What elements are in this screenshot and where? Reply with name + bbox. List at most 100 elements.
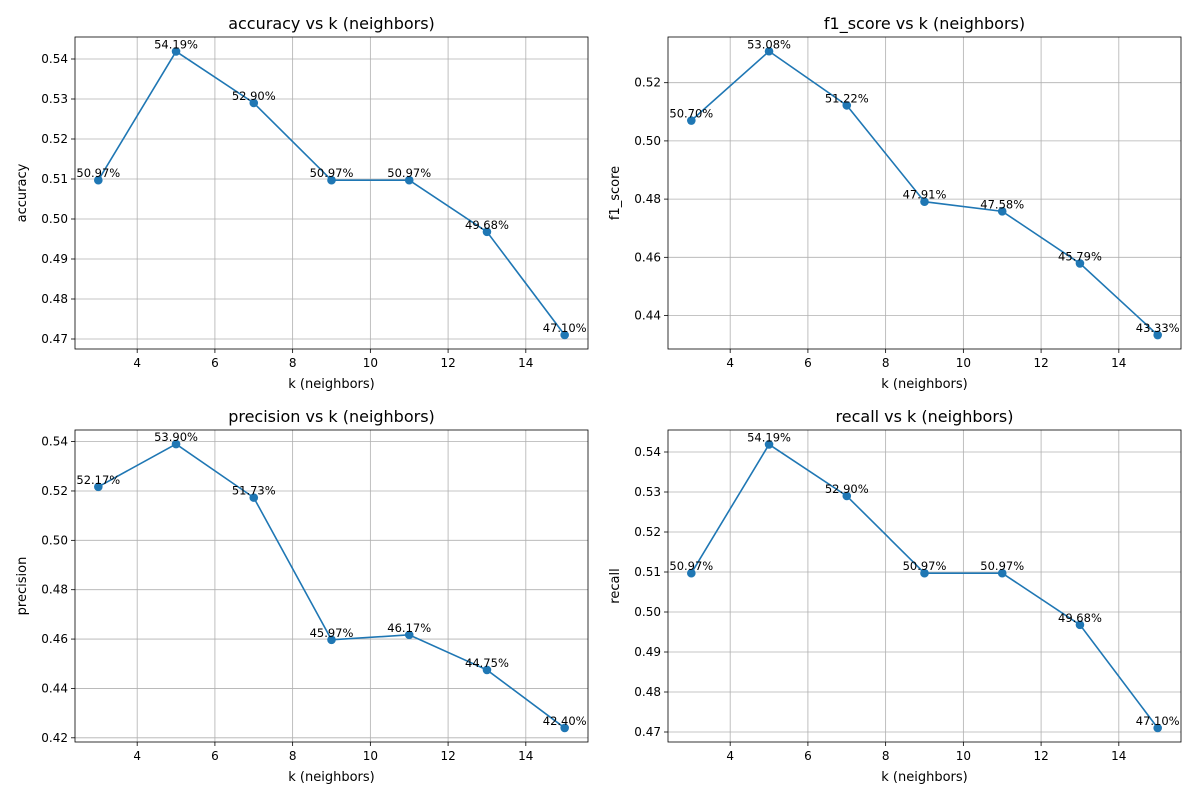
data-point bbox=[687, 568, 696, 578]
data-label: 52.90% bbox=[232, 89, 276, 103]
x-tick-label: 12 bbox=[1033, 356, 1048, 370]
x-tick-label: 6 bbox=[804, 749, 812, 763]
x-tick-label: 14 bbox=[518, 356, 533, 370]
y-tick-label: 0.52 bbox=[634, 76, 661, 90]
data-point bbox=[482, 665, 492, 675]
data-label: 44.75% bbox=[465, 656, 509, 670]
chart-panel-3: 4 6 8 10 12 14 0.42 0.44 0.46 0.48 0.50 0.52 0.54 pre… bbox=[15, 407, 589, 785]
y-tick-label: 0.48 bbox=[634, 192, 661, 206]
x-tick-label: 10 bbox=[363, 749, 378, 763]
x-tick-label: 8 bbox=[882, 749, 890, 763]
y-tick-label: 0.44 bbox=[634, 309, 661, 323]
chart-title: recall vs k (neighbors) bbox=[836, 407, 1014, 426]
data-point bbox=[997, 207, 1007, 216]
data-label: 49.68% bbox=[465, 218, 509, 232]
chart-title: precision vs k (neighbors) bbox=[228, 407, 435, 426]
x-tick-label: 14 bbox=[1111, 356, 1126, 370]
data-label: 51.22% bbox=[825, 91, 869, 105]
y-tick-label: 0.53 bbox=[41, 92, 68, 106]
plot-frame bbox=[74, 429, 589, 743]
data-label: 52.17% bbox=[76, 473, 120, 487]
y-axis-label: accuracy bbox=[15, 163, 30, 222]
plot-frame bbox=[74, 36, 589, 350]
y-axis-label: precision bbox=[15, 557, 30, 616]
data-label: 46.17% bbox=[387, 621, 431, 635]
y-tick-label: 0.54 bbox=[41, 435, 68, 449]
series-line bbox=[97, 50, 566, 336]
x-tick-label: 10 bbox=[956, 356, 971, 370]
data-point bbox=[482, 227, 492, 237]
x-tick-label: 14 bbox=[518, 749, 533, 763]
data-point bbox=[1075, 259, 1085, 268]
data-point bbox=[171, 439, 181, 449]
y-axis-label: recall bbox=[608, 568, 623, 603]
data-point bbox=[1153, 723, 1162, 733]
x-tick-label: 6 bbox=[211, 749, 219, 763]
data-point bbox=[920, 568, 929, 578]
chart-title: accuracy vs k (neighbors) bbox=[228, 14, 435, 33]
chart-panel-2: 4 6 8 10 12 14 0.44 0.46 0.48 0.50 0.52 f1_score vs… bbox=[608, 14, 1182, 392]
data-point bbox=[94, 175, 103, 185]
x-axis-label: k (neighbors) bbox=[288, 377, 374, 392]
chart-panel-1: 4 6 8 10 12 14 0.47 0.48 0.49 0.50 0.51 0.52 0.53 0.5… bbox=[15, 14, 589, 392]
data-point bbox=[249, 493, 259, 502]
data-point bbox=[94, 482, 103, 492]
data-label: 47.91% bbox=[903, 188, 947, 202]
x-axis-label: k (neighbors) bbox=[881, 770, 967, 785]
plot-frame bbox=[667, 429, 1182, 743]
x-tick-label: 12 bbox=[440, 749, 455, 763]
data-label: 50.97% bbox=[76, 166, 120, 180]
x-tick-label: 4 bbox=[726, 356, 734, 370]
y-tick-label: 0.54 bbox=[41, 52, 68, 66]
data-label: 50.97% bbox=[980, 559, 1024, 573]
chart-title: f1_score vs k (neighbors) bbox=[824, 14, 1025, 34]
data-label: 47.58% bbox=[980, 197, 1024, 211]
data-label: 53.90% bbox=[154, 430, 198, 444]
data-label: 49.68% bbox=[1058, 611, 1102, 625]
data-label: 50.97% bbox=[310, 166, 354, 180]
data-label: 50.97% bbox=[903, 559, 947, 573]
y-axis-label: f1_score bbox=[608, 166, 623, 220]
x-tick-label: 4 bbox=[133, 749, 141, 763]
data-label: 50.97% bbox=[669, 559, 713, 573]
y-tick-label: 0.48 bbox=[634, 685, 661, 699]
data-point bbox=[920, 197, 929, 207]
data-label: 53.08% bbox=[747, 37, 791, 51]
chart-panel-4: 4 6 8 10 12 14 0.47 0.48 0.49 0.50 0.51 0.52 0.53 0.5… bbox=[608, 407, 1182, 785]
x-tick-label: 6 bbox=[211, 356, 219, 370]
data-point bbox=[249, 98, 259, 108]
data-point bbox=[560, 723, 569, 733]
y-tick-label: 0.47 bbox=[41, 332, 68, 346]
plot-frame bbox=[667, 36, 1182, 350]
data-point bbox=[327, 635, 336, 645]
x-tick-label: 10 bbox=[956, 749, 971, 763]
y-tick-label: 0.51 bbox=[634, 565, 661, 579]
data-point bbox=[560, 330, 569, 340]
data-point bbox=[404, 630, 414, 640]
y-tick-label: 0.47 bbox=[634, 725, 661, 739]
x-axis-label: k (neighbors) bbox=[881, 377, 967, 392]
data-label: 51.73% bbox=[232, 484, 276, 498]
y-tick-label: 0.50 bbox=[41, 212, 68, 226]
y-tick-label: 0.49 bbox=[634, 645, 661, 659]
y-tick-label: 0.50 bbox=[41, 533, 68, 547]
y-tick-label: 0.46 bbox=[634, 250, 661, 264]
data-point bbox=[687, 116, 696, 125]
series-line bbox=[690, 443, 1159, 729]
data-point bbox=[1075, 620, 1085, 630]
data-label: 50.70% bbox=[669, 107, 713, 121]
y-tick-label: 0.48 bbox=[41, 583, 68, 597]
y-tick-label: 0.54 bbox=[634, 445, 661, 459]
data-label: 54.19% bbox=[747, 430, 791, 444]
data-point bbox=[764, 440, 774, 449]
x-tick-label: 8 bbox=[289, 356, 297, 370]
x-tick-label: 4 bbox=[726, 749, 734, 763]
y-tick-label: 0.53 bbox=[634, 485, 661, 499]
data-point bbox=[404, 175, 414, 185]
data-point bbox=[171, 47, 181, 56]
y-tick-label: 0.42 bbox=[41, 731, 68, 745]
y-tick-label: 0.52 bbox=[41, 132, 68, 146]
x-tick-label: 10 bbox=[363, 356, 378, 370]
x-tick-label: 14 bbox=[1111, 749, 1126, 763]
data-label: 54.19% bbox=[154, 37, 198, 51]
